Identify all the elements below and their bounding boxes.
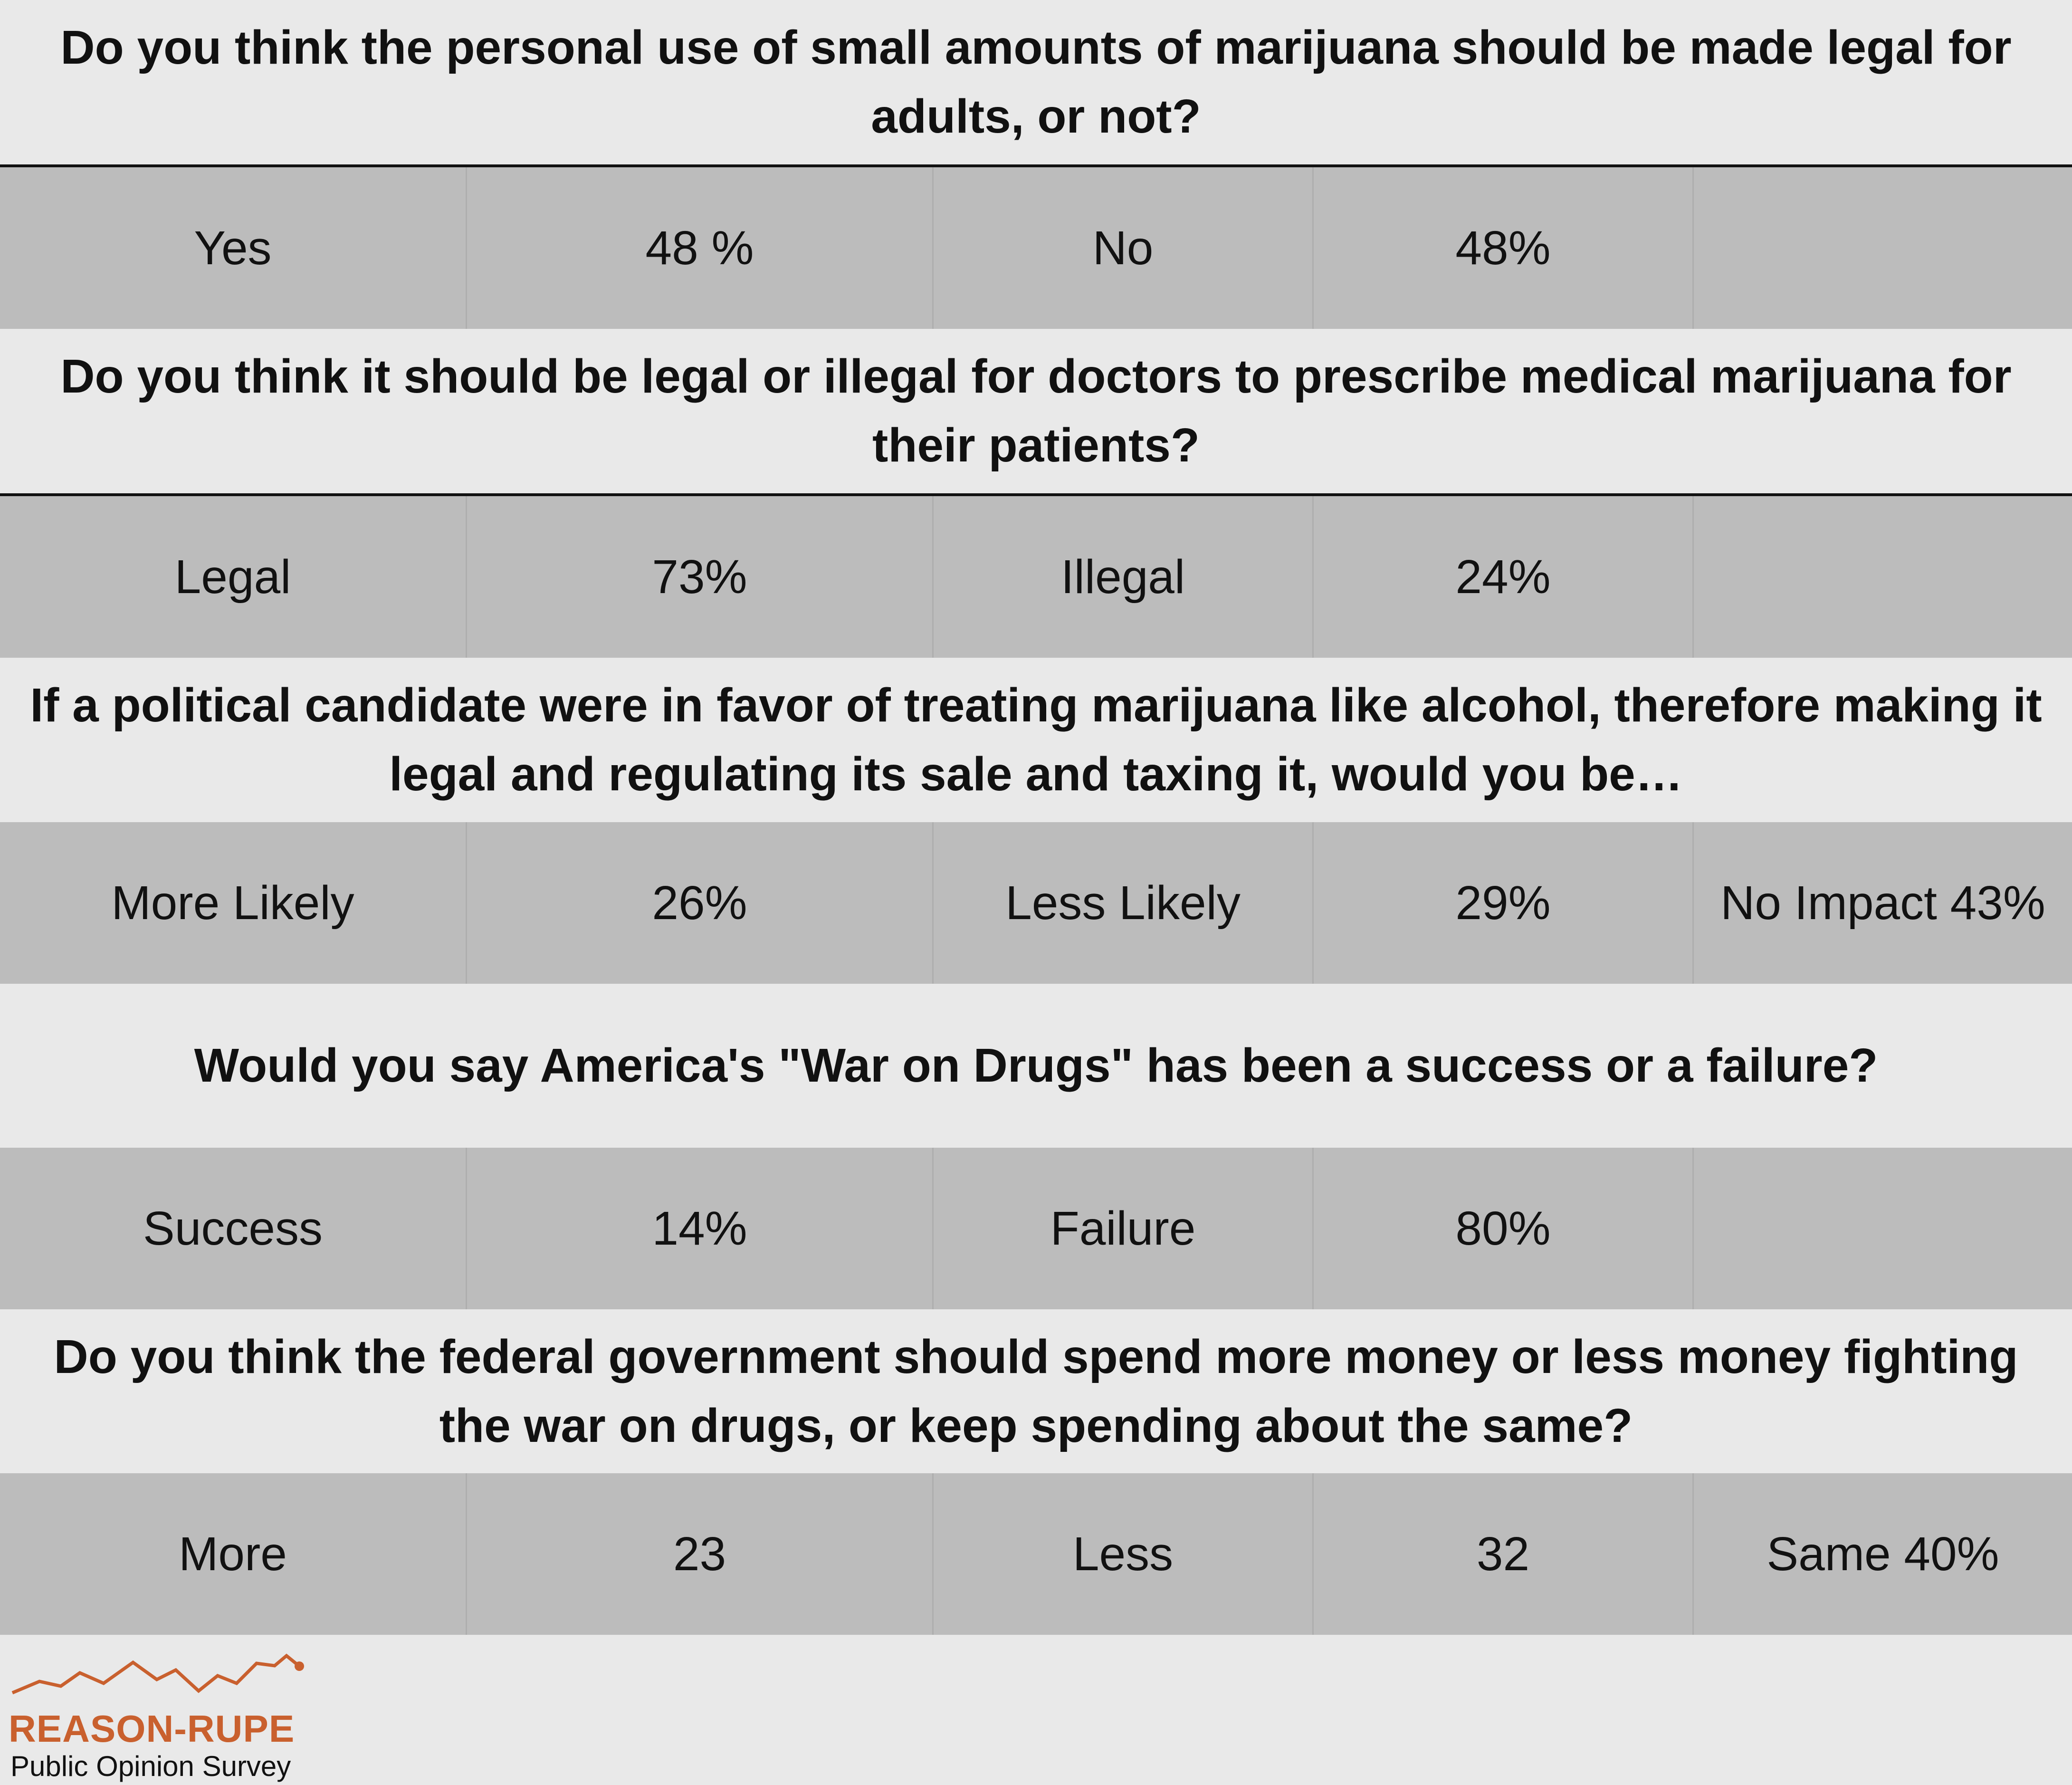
- answer-4-value-a: 14%: [466, 1148, 932, 1309]
- reason-rupe-logo: REASON-RUPE Public Opinion Survey: [9, 1640, 313, 1782]
- answer-4-option-b: Failure: [932, 1148, 1312, 1309]
- question-2: Do you think it should be legal or illeg…: [0, 329, 2072, 496]
- answer-5-option-b: Less: [932, 1473, 1312, 1635]
- question-5-text: Do you think the federal government shou…: [54, 1330, 2018, 1452]
- answer-1-value-b: 48%: [1312, 167, 1692, 329]
- answer-2-option-a: Legal: [174, 550, 291, 604]
- question-1: Do you think the personal use of small a…: [0, 0, 2072, 167]
- question-3: If a political candidate were in favor o…: [0, 658, 2072, 822]
- answers-row-5: More 23 Less 32 Same 40%: [0, 1473, 2072, 1635]
- answer-1-extra: [1692, 167, 2072, 329]
- answer-1-option-b: No: [932, 167, 1312, 329]
- answers-row-1: Yes 48 % No 48%: [0, 167, 2072, 329]
- question-4-text: Would you say America's "War on Drugs" h…: [194, 1039, 1878, 1092]
- answer-4-extra: [1692, 1148, 2072, 1309]
- answer-2-option-b: Illegal: [932, 496, 1312, 658]
- answer-2-value-b: 24%: [1312, 496, 1692, 658]
- trend-line-icon: [11, 1653, 304, 1695]
- answers-row-4: Success 14% Failure 80%: [0, 1148, 2072, 1309]
- answer-3-extra: No Impact 43%: [1692, 822, 2072, 984]
- question-1-text: Do you think the personal use of small a…: [60, 21, 2012, 143]
- answer-5-extra: Same 40%: [1692, 1473, 2072, 1635]
- answer-2-extra: [1692, 496, 2072, 658]
- answer-4-option-a: Success: [143, 1201, 323, 1255]
- answer-3-option-a: More Likely: [111, 876, 354, 930]
- answer-3-option-b: Less Likely: [932, 822, 1312, 984]
- question-3-text: If a political candidate were in favor o…: [30, 679, 2042, 801]
- answer-5-value-b: 32: [1312, 1473, 1692, 1635]
- answer-1-value-a: 48 %: [466, 167, 932, 329]
- answer-1-option-a: Yes: [194, 221, 272, 275]
- answer-4-value-b: 80%: [1312, 1148, 1692, 1309]
- question-2-text: Do you think it should be legal or illeg…: [60, 350, 2012, 472]
- answers-row-2: Legal 73% Illegal 24%: [0, 496, 2072, 658]
- answer-5-value-a: 23: [466, 1473, 932, 1635]
- answer-3-value-a: 26%: [466, 822, 932, 984]
- answer-2-value-a: 73%: [466, 496, 932, 658]
- logo-subtitle: Public Opinion Survey: [10, 1750, 291, 1782]
- question-4: Would you say America's "War on Drugs" h…: [0, 984, 2072, 1148]
- answer-3-value-b: 29%: [1312, 822, 1692, 984]
- answers-row-3: More Likely 26% Less Likely 29% No Impac…: [0, 822, 2072, 984]
- logo-name: REASON-RUPE: [9, 1708, 295, 1750]
- question-5: Do you think the federal government shou…: [0, 1309, 2072, 1473]
- answer-5-option-a: More: [179, 1527, 287, 1581]
